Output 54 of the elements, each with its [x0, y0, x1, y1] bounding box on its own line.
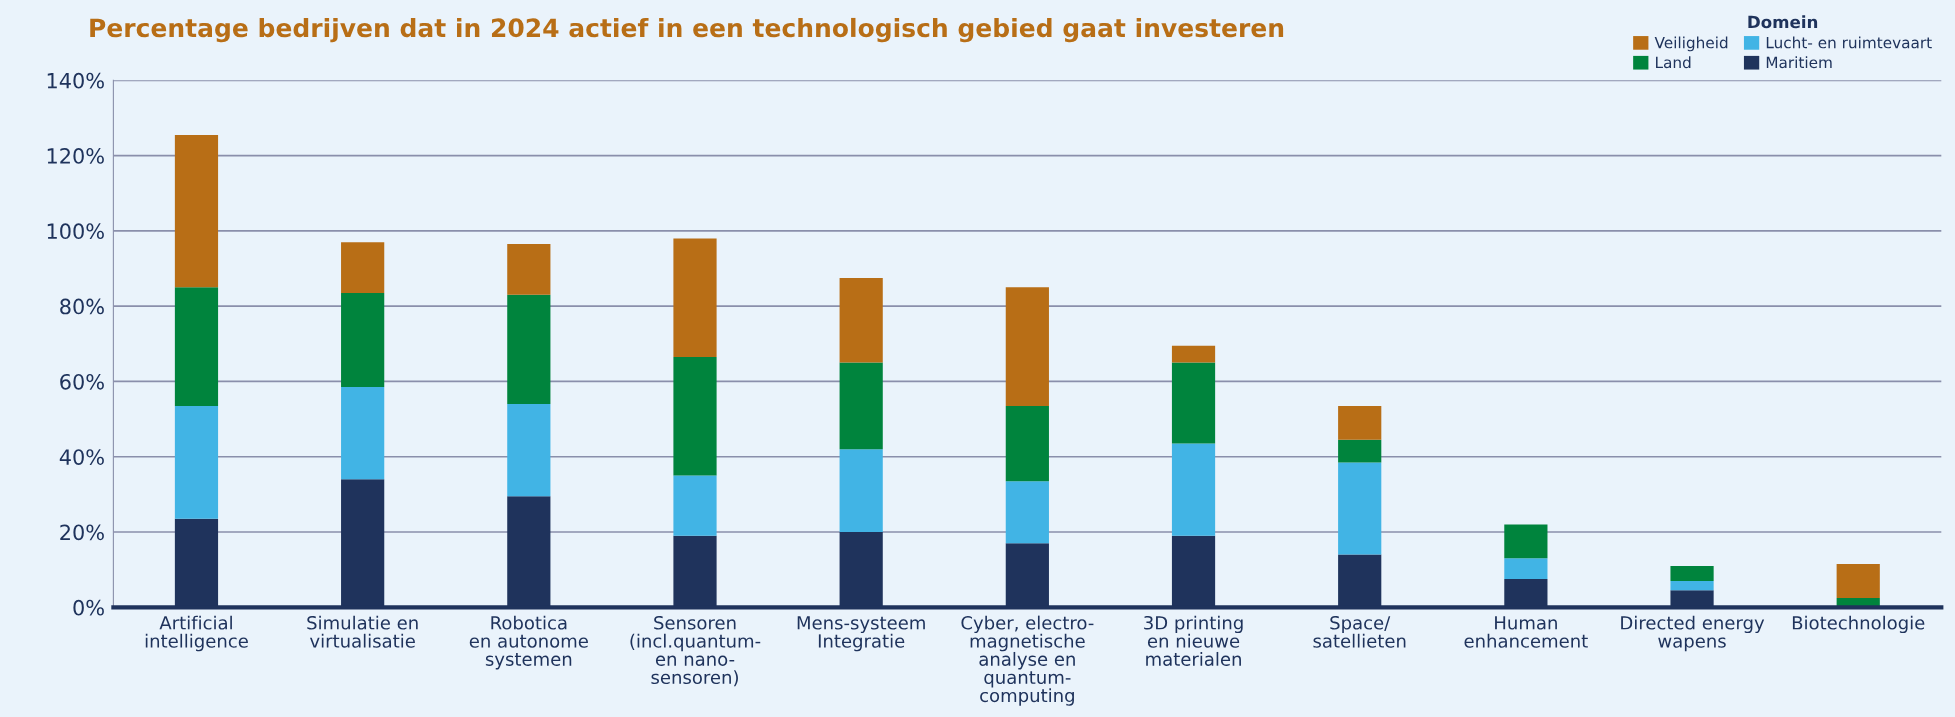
- bar: [1171, 362, 1216, 444]
- bar: [1338, 462, 1382, 555]
- bar: [507, 294, 551, 405]
- bar: [507, 244, 551, 295]
- bar: [341, 242, 385, 293]
- bar: [1338, 405, 1382, 440]
- y-tick-label: 140%: [47, 72, 104, 89]
- legend-label: Lucht- en ruimtevaart: [1766, 36, 1932, 49]
- bar: [507, 404, 551, 497]
- bar: [673, 356, 717, 476]
- bar: [673, 238, 717, 357]
- bar: [1670, 580, 1714, 591]
- bar: [1338, 439, 1382, 463]
- x-tick-label: Directed energy wapens: [1621, 615, 1765, 652]
- x-tick-label: Sensoren (incl.quantum- en nano- sensoren): [630, 615, 761, 687]
- bar: [673, 475, 717, 536]
- y-tick-label: 60%: [60, 373, 104, 390]
- bar: [1504, 558, 1548, 580]
- x-tick-label: Robotica en autonome systemen: [469, 615, 588, 670]
- bar: [174, 405, 219, 519]
- bar: [1836, 564, 1880, 598]
- x-tick-label: Space/ satellieten: [1313, 615, 1406, 648]
- x-tick-label: Artificial intelligence: [145, 615, 248, 652]
- bar: [1005, 405, 1049, 482]
- bar: [1670, 565, 1714, 581]
- x-tick-label: Biotechnologie: [1792, 615, 1925, 634]
- bar: [1005, 481, 1049, 544]
- y-tick-label: 0%: [73, 599, 104, 616]
- y-tick-label: 80%: [60, 298, 104, 315]
- y-tick-label: 120%: [47, 148, 104, 164]
- x-tick-label: 3D printing en nieuwe materialen: [1144, 615, 1243, 666]
- x-tick-label: Mens-systeem Integratie: [797, 616, 925, 652]
- x-tick-label: Human enhancement: [1464, 616, 1588, 648]
- bar: [1171, 443, 1216, 536]
- chart-title: Percentage bedrijven dat in 2024 actief in een technologisch gebied gaat investeren: [90, 17, 1284, 43]
- bar: [839, 449, 883, 533]
- x-tick-label: Cyber, electro- magnetische analyse en quantum- computing: [961, 615, 1094, 706]
- bar: [341, 387, 385, 480]
- y-tick-label: 40%: [59, 449, 104, 465]
- legend-label: Veiligheid: [1654, 36, 1728, 52]
- y-tick-label: 20%: [60, 524, 104, 541]
- bar: [174, 134, 219, 288]
- bar: [174, 287, 219, 406]
- legend-label: Land: [1656, 56, 1691, 69]
- legend-title: Domein: [1748, 15, 1818, 29]
- bar: [839, 362, 883, 450]
- bar: [1171, 345, 1216, 363]
- bar: [839, 277, 883, 363]
- bar: [341, 292, 385, 388]
- bar: [1005, 287, 1049, 406]
- x-tick-label: Simulatie en virtualisatie: [307, 615, 418, 648]
- y-tick-label: 100%: [47, 223, 104, 240]
- bar: [1504, 524, 1548, 559]
- legend-label: Maritiem: [1766, 56, 1832, 69]
